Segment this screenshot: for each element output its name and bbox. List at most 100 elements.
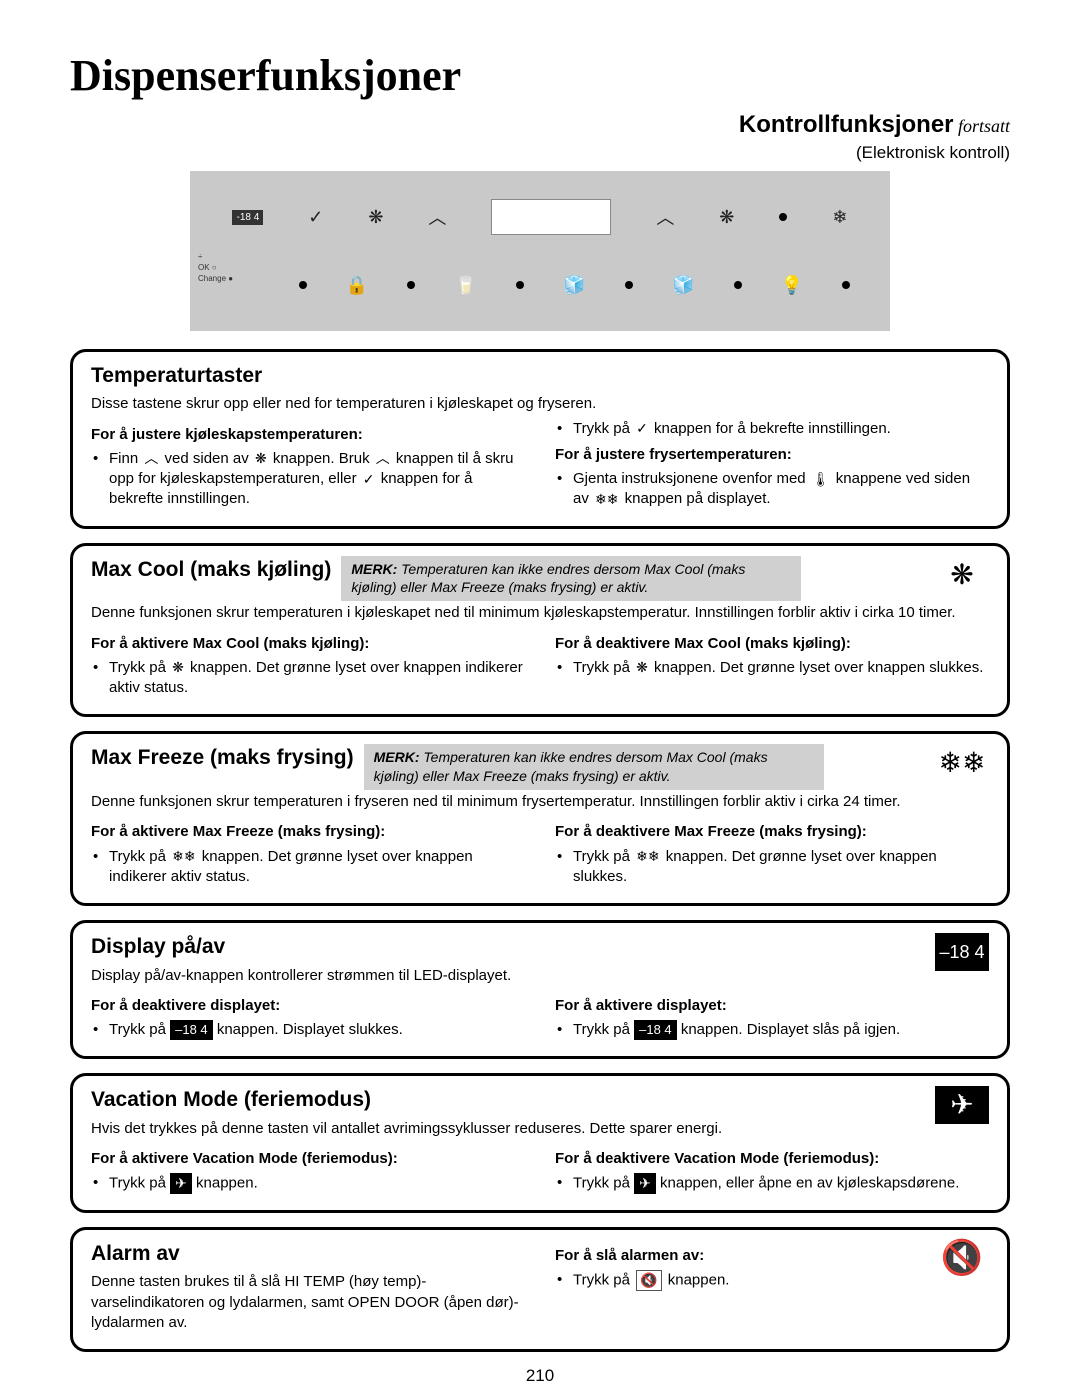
fan-cool-icon: ❋	[255, 449, 267, 468]
text: Finn	[109, 450, 138, 467]
right-col: Trykk på ✓ knappen for å bekrefte innsti…	[555, 419, 989, 514]
list-item: Trykk på ✈ knappen.	[109, 1173, 525, 1194]
snowflake-small-icon: ❄❄	[172, 847, 195, 866]
snowflake-small-icon: ❄❄	[636, 847, 659, 866]
note-text: Temperaturen kan ikke endres dersom Max …	[351, 561, 745, 596]
text: Trykk på	[573, 659, 630, 676]
indicator-dot	[625, 281, 633, 289]
fan-cool-icon: ❋	[935, 556, 989, 594]
text: knappen. Displayet slukkes.	[217, 1021, 403, 1038]
text: knappen. Det grønne lyset over knappen s…	[654, 659, 983, 676]
note-label: MERK:	[351, 561, 397, 577]
subhead: For å aktivere Max Cool (maks kjøling):	[91, 634, 525, 654]
subtitle-main: Kontrollfunksjoner	[739, 111, 954, 138]
section-heading: Alarm av	[91, 1240, 180, 1268]
section-heading: Max Cool (maks kjøling)	[91, 556, 331, 584]
left-col: For å deaktivere displayet: Trykk på –18…	[91, 990, 525, 1045]
lock-icon: 🔒	[346, 275, 368, 296]
section-heading: Display på/av	[91, 933, 225, 961]
section-alarm: 🔇 Alarm av Denne tasten brukes til å slå…	[70, 1227, 1010, 1352]
up-arrow-icon: ︿	[656, 204, 674, 230]
list-item: Trykk på ✈ knappen, eller åpne en av kjø…	[573, 1173, 989, 1194]
list-item: Trykk på ❋ knappen. Det grønne lyset ove…	[109, 658, 525, 699]
text: knappen på displayet.	[625, 490, 771, 507]
temp-badge-icon: –18 4	[170, 1020, 213, 1040]
list-item: Trykk på –18 4 knappen. Displayet slås p…	[573, 1020, 989, 1040]
left-col: For å aktivere Vacation Mode (feriemodus…	[91, 1143, 525, 1198]
indicator-dot	[779, 213, 787, 221]
note-text: Temperaturen kan ikke endres dersom Max …	[374, 749, 768, 784]
fan-cool-icon: ❋	[172, 658, 184, 677]
section-temperaturtaster: Temperaturtaster Disse tastene skrur opp…	[70, 349, 1010, 529]
section-intro: Denne funksjonen skrur temperaturen i fr…	[91, 792, 989, 812]
text: Trykk på	[109, 848, 166, 865]
airplane-icon: ✈	[634, 1173, 656, 1194]
subtitle-sub: (Elektronisk kontroll)	[70, 143, 1010, 163]
left-col: For å aktivere Max Freeze (maks frysing)…	[91, 816, 525, 891]
text: ved siden av	[165, 450, 249, 467]
subhead: For å deaktivere Max Cool (maks kjøling)…	[555, 634, 989, 654]
text: Trykk på	[109, 1175, 166, 1192]
cp-label: ÷	[198, 251, 233, 262]
left-col: For å aktivere Max Cool (maks kjøling): …	[91, 628, 525, 703]
speaker-mute-icon: 🔇	[636, 1270, 661, 1291]
left-col: For å justere kjøleskapstemperaturen: Fi…	[91, 419, 525, 514]
section-intro: Denne tasten brukes til å slå HI TEMP (h…	[91, 1272, 525, 1333]
text: Trykk på	[573, 848, 630, 865]
section-maxcool: ❋ Max Cool (maks kjøling) MERK: Temperat…	[70, 543, 1010, 718]
indicator-dot	[842, 281, 850, 289]
page-title: Dispenserfunksjoner	[70, 50, 1010, 101]
section-vacation: ✈ Vacation Mode (feriemodus) Hvis det tr…	[70, 1073, 1010, 1213]
text: knappen. Det grønne lyset over knappen i…	[109, 659, 523, 696]
list-item: Trykk på ❋ knappen. Det grønne lyset ove…	[573, 658, 989, 678]
right-col: For å deaktivere Max Freeze (maks frysin…	[555, 816, 989, 891]
subhead: For å aktivere Max Freeze (maks frysing)…	[91, 822, 525, 842]
section-heading: Temperaturtaster	[91, 362, 262, 390]
text: knappen for å bekrefte innstillingen.	[654, 420, 891, 437]
thermometer-icon: 🌡	[812, 470, 830, 489]
section-intro: Disse tastene skrur opp eller ned for te…	[91, 394, 989, 414]
control-panel-image: -18 4 ✓ ❋ ︿ ︿ ❋ ❄ 🔒 🥛 🧊 🧊 💡 ÷ OK ○ Chang…	[190, 171, 890, 331]
right-col: For å deaktivere Vacation Mode (feriemod…	[555, 1143, 989, 1198]
page-number: 210	[70, 1366, 1010, 1386]
list-item: Finn ︿ ved siden av ❋ knappen. Bruk ︿ kn…	[109, 449, 525, 510]
up-arrow-icon: ︿	[144, 449, 158, 468]
cup-cube-icon: 🧊	[672, 275, 694, 296]
right-col: For å deaktivere Max Cool (maks kjøling)…	[555, 628, 989, 703]
right-col: For å slå alarmen av: Trykk på 🔇 knappen…	[555, 1240, 989, 1337]
text: knappen. Bruk	[273, 450, 370, 467]
subhead: For å justere frysertemperaturen:	[555, 445, 989, 465]
cp-temp-badge: -18 4	[232, 210, 263, 225]
list-item: Trykk på ✓ knappen for å bekrefte innsti…	[573, 419, 989, 439]
subhead: For å deaktivere displayet:	[91, 996, 525, 1016]
text: Trykk på	[109, 659, 166, 676]
text: knappen.	[196, 1175, 258, 1192]
cup-crushed-icon: 🧊	[563, 275, 585, 296]
fan-cool-icon: ❋	[636, 658, 648, 677]
check-icon: ✓	[308, 207, 323, 228]
indicator-dot	[299, 281, 307, 289]
cp-display	[491, 199, 611, 235]
temp-badge-icon: –18 4	[634, 1020, 677, 1040]
text: Trykk på	[573, 1175, 630, 1192]
subhead: For å justere kjøleskapstemperaturen:	[91, 425, 525, 445]
text: knappen. Displayet slås på igjen.	[681, 1021, 900, 1038]
note-box: MERK: Temperaturen kan ikke endres derso…	[364, 744, 824, 790]
airplane-icon: ✈	[935, 1086, 989, 1124]
text: Trykk på	[573, 1272, 630, 1289]
fan-cool-icon: ❋	[719, 207, 734, 228]
text: Trykk på	[109, 1021, 166, 1038]
up-arrow-icon: ︿	[376, 449, 390, 468]
snowflake-maxfreeze-icon: ❄❄	[935, 744, 989, 782]
list-item: Trykk på –18 4 knappen. Displayet slukke…	[109, 1020, 525, 1040]
list-item: Trykk på ❄❄ knappen. Det grønne lyset ov…	[573, 847, 989, 888]
text: Trykk på	[573, 420, 630, 437]
left-col: Alarm av Denne tasten brukes til å slå H…	[91, 1240, 525, 1337]
text: Trykk på	[573, 1021, 630, 1038]
text: Gjenta instruksjonene ovenfor med	[573, 470, 806, 487]
cp-left-labels: ÷ OK ○ Change ●	[198, 251, 233, 285]
check-icon: ✓	[363, 470, 375, 489]
airplane-icon: ✈	[170, 1173, 192, 1194]
subhead: For å deaktivere Max Freeze (maks frysin…	[555, 822, 989, 842]
check-icon: ✓	[636, 419, 648, 438]
